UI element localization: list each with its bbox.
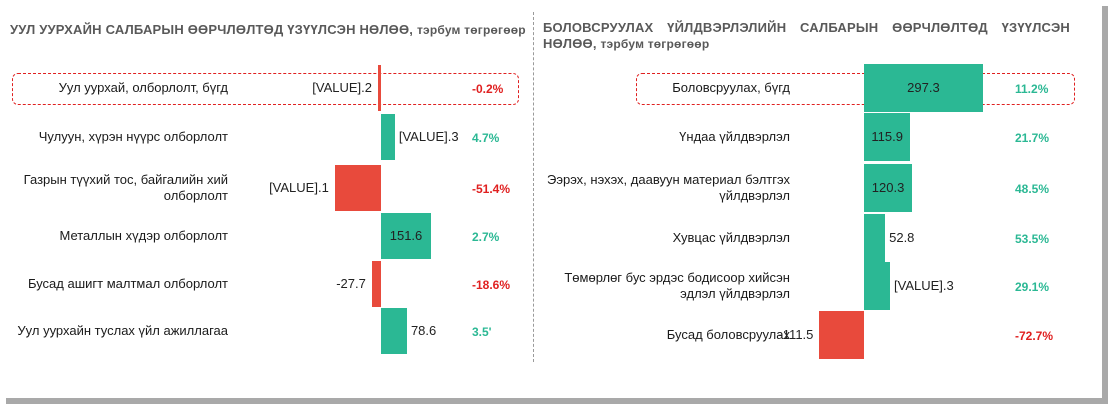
- left-bar: [381, 213, 432, 259]
- right-percent-label: 21.7%: [1015, 131, 1050, 145]
- right-value-label: 52.8: [889, 230, 915, 245]
- right-category-label: Хувцас үйлдвэрлэл: [672, 230, 790, 245]
- right-title-main: БОЛОВСРУУЛАХ ҮЙЛДВЭРЛЭЛИЙН САЛБАРЫН ӨӨРЧ…: [543, 20, 1070, 51]
- left-category-label: Чулуун, хүрэн нүүрс олборлолт: [38, 129, 228, 144]
- left-bar: [371, 261, 381, 307]
- right-percent-label: 53.5%: [1015, 232, 1050, 246]
- left-value-label: 151.6: [389, 228, 423, 243]
- left-value-label: -27.7: [336, 276, 366, 291]
- panel-divider: [533, 12, 534, 362]
- left-bar: [381, 308, 407, 354]
- right-category-label: Ээрэх, нэхэх, даавуун материал бэлтгэх ү…: [546, 172, 790, 203]
- left-category-label: Уул уурхай, олборлолт, бүгд: [58, 80, 228, 95]
- right-percent-label: 48.5%: [1015, 182, 1050, 196]
- right-category-label: Үндаа үйлдвэрлэл: [679, 129, 790, 144]
- left-value-label: [VALUE].3: [398, 129, 459, 144]
- right-category-label: Төмөрлөг бус эрдэс бодисоор хийсэн эдлэл…: [564, 270, 790, 301]
- right-bar: [864, 214, 886, 262]
- left-percent-label: 3.5': [472, 325, 492, 339]
- right-total-highlight: [636, 73, 1075, 105]
- right-value-label: 115.9: [871, 129, 903, 144]
- left-category-label: Уул уурхайн туслах үйл ажиллагаа: [17, 323, 228, 338]
- left-value-label: 78.6: [410, 323, 437, 338]
- right-bar: [864, 262, 890, 310]
- left-percent-label: -51.4%: [472, 182, 511, 196]
- right-chart-title: БОЛОВСРУУЛАХ ҮЙЛДВЭРЛЭЛИЙН САЛБАРЫН ӨӨРЧ…: [543, 20, 1070, 52]
- right-percent-label: 29.1%: [1015, 280, 1050, 294]
- left-percent-label: 2.7%: [472, 230, 500, 244]
- left-percent-label: 4.7%: [472, 131, 500, 145]
- right-value-label: 120.3: [871, 180, 905, 195]
- left-percent-label: -18.6%: [472, 278, 511, 292]
- left-bar: [378, 65, 381, 111]
- right-category-label: Боловсруулах, бүгд: [672, 80, 790, 95]
- right-value-label: -111.5: [778, 327, 814, 342]
- left-value-label: [VALUE].2: [312, 80, 372, 95]
- left-title-main: УУЛ УУРХАЙН САЛБАРЫН ӨӨРЧЛӨЛТӨД ҮЗҮҮЛСЭН…: [10, 22, 414, 37]
- right-bar: [864, 164, 913, 212]
- left-category-label: Бусад ашигт малтмал олборлолт: [27, 276, 228, 291]
- right-bar: [864, 64, 983, 112]
- right-bar: [864, 113, 911, 161]
- left-percent-label: -0.2%: [472, 82, 504, 96]
- right-title-unit: тэрбум төгрөгөөр: [600, 37, 710, 51]
- left-category-label: Металлын хүдэр олборлолт: [59, 228, 228, 243]
- left-bar: [381, 114, 395, 160]
- left-value-label: [VALUE].1: [269, 180, 329, 195]
- left-total-highlight: [12, 73, 519, 105]
- right-value-label: 297.3: [907, 80, 940, 95]
- right-percent-label: -72.7%: [1015, 329, 1054, 343]
- chart-frame: УУЛ УУРХАЙН САЛБАРЫН ӨӨРЧЛӨЛТӨД ҮЗҮҮЛСЭН…: [10, 12, 1075, 362]
- right-bar: [819, 311, 864, 359]
- right-percent-label: 11.2%: [1015, 82, 1049, 96]
- right-value-label: [VALUE].3: [894, 278, 954, 293]
- left-title-unit: тэрбум төгрөгөөр: [416, 23, 526, 37]
- left-chart-title: УУЛ УУРХАЙН САЛБАРЫН ӨӨРЧЛӨЛТӨД ҮЗҮҮЛСЭН…: [10, 22, 530, 38]
- right-category-label: Бусад боловсруулах: [666, 327, 790, 342]
- left-bar: [334, 165, 381, 211]
- left-category-label: Газрын түүхий тос, байгалийн хий олборло…: [23, 172, 228, 203]
